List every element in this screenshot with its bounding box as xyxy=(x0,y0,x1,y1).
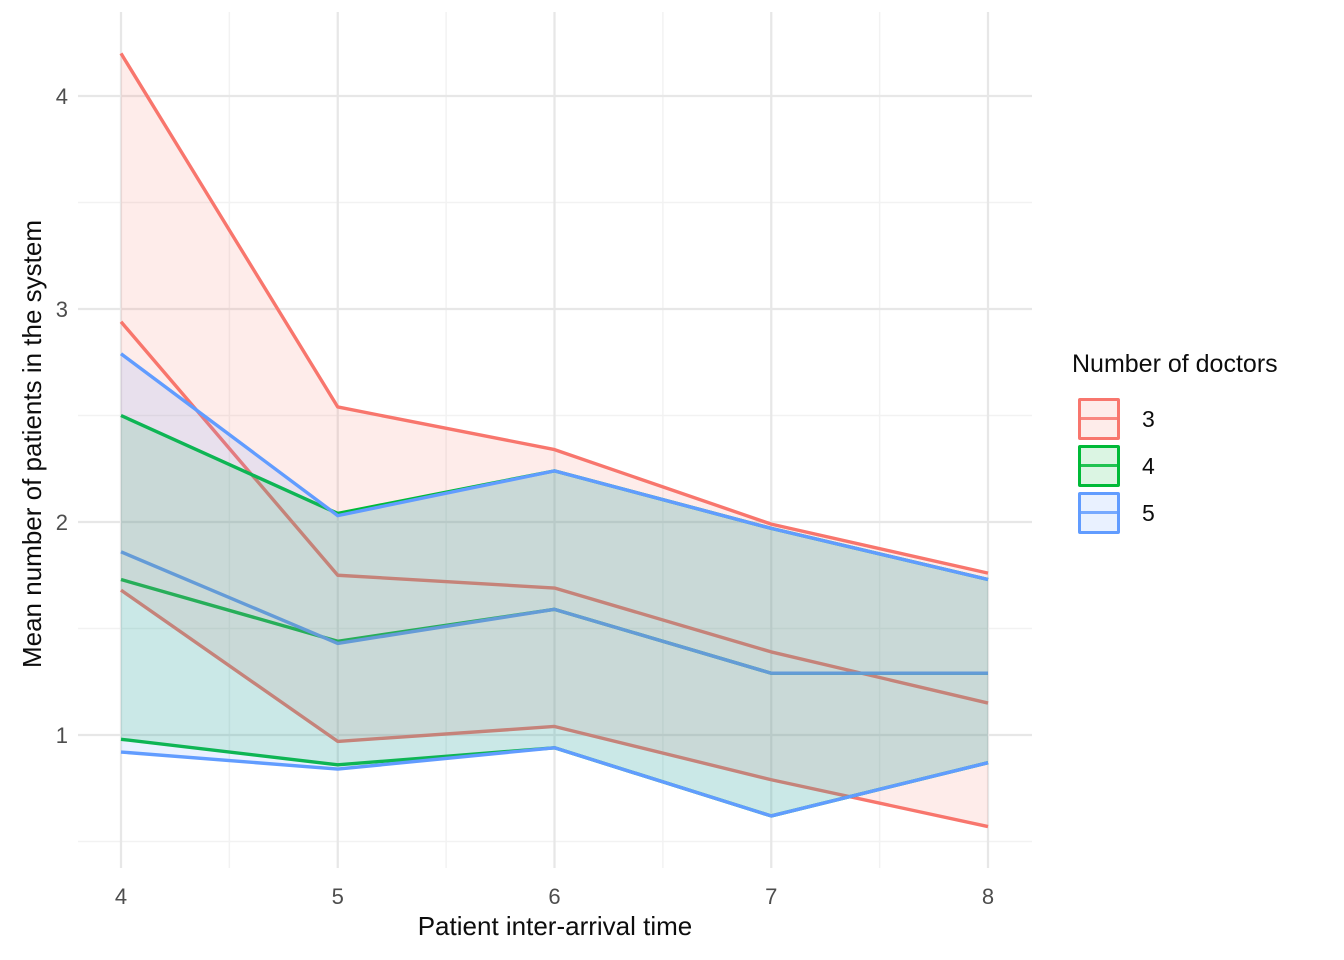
mean-line-5-doctors xyxy=(120,550,988,675)
x-tick-label: 4 xyxy=(115,884,127,909)
ribbon-5-doctors xyxy=(121,353,988,816)
legend-label: 4 xyxy=(1142,452,1155,479)
legend-entry-3-doctors: 3 xyxy=(1078,398,1278,440)
legend-title: Number of doctors xyxy=(1072,350,1278,378)
lower-line-3-doctors xyxy=(120,588,989,829)
x-tick-label: 6 xyxy=(548,884,560,909)
ribbon-3-doctors xyxy=(121,53,988,827)
x-tick-label: 5 xyxy=(332,884,344,909)
legend-key-line-icon xyxy=(1081,464,1117,467)
y-tick-label: 1 xyxy=(56,723,68,748)
x-tick-label: 7 xyxy=(765,884,777,909)
y-tick-label: 4 xyxy=(56,84,68,109)
x-tick-label: 8 xyxy=(982,884,994,909)
legend-label: 5 xyxy=(1142,499,1155,526)
mean-line-3-doctors xyxy=(119,320,989,705)
legend-key-swatch-4-icon xyxy=(1078,445,1120,487)
legend-entry-5-doctors: 5 xyxy=(1078,492,1278,534)
legend-key-swatch-5-icon xyxy=(1078,492,1120,534)
legend-entry-4-doctors: 4 xyxy=(1078,445,1278,487)
legend-key-line-icon xyxy=(1081,417,1117,420)
x-axis-title: Patient inter-arrival time xyxy=(417,911,693,941)
upper-line-5-doctors xyxy=(119,352,989,582)
y-tick-label: 2 xyxy=(56,510,68,535)
y-tick-label: 3 xyxy=(56,297,68,322)
legend: Number of doctors 3 4 5 xyxy=(1072,350,1278,539)
legend-key-line-icon xyxy=(1081,511,1117,514)
lower-line-5-doctors xyxy=(120,746,989,818)
upper-line-3-doctors xyxy=(119,52,989,575)
legend-key-swatch-3-icon xyxy=(1078,398,1120,440)
legend-label: 3 xyxy=(1142,405,1155,432)
y-axis-title: Mean number of patients in the system xyxy=(17,220,47,669)
